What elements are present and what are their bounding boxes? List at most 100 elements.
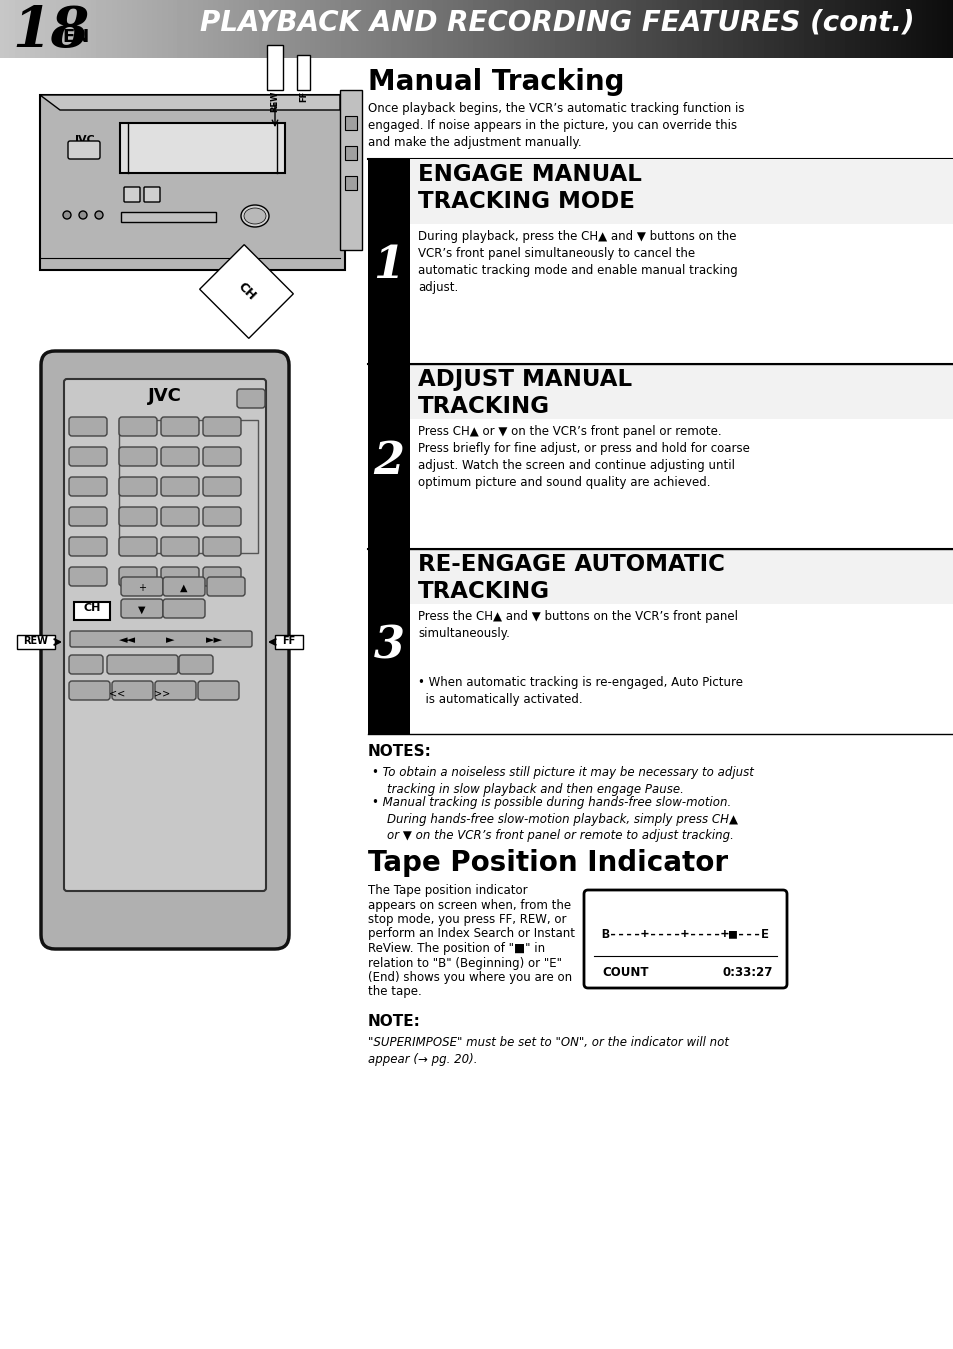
FancyBboxPatch shape [40,94,345,270]
Text: 0:33:27: 0:33:27 [721,966,772,979]
Text: RE-ENGAGE AUTOMATIC
TRACKING: RE-ENGAGE AUTOMATIC TRACKING [417,553,724,603]
Text: NOTE:: NOTE: [368,1014,420,1029]
Ellipse shape [79,210,87,219]
Text: Press the CH▲ and ▼ buttons on the VCR’s front panel
simultaneously.: Press the CH▲ and ▼ buttons on the VCR’s… [417,610,738,639]
FancyBboxPatch shape [121,577,163,596]
Text: ►►: ►► [205,635,222,645]
FancyBboxPatch shape [119,537,157,556]
Text: ►: ► [166,635,174,645]
Text: JVC: JVC [148,387,182,405]
Bar [345,116,356,130]
FancyBboxPatch shape [236,389,265,407]
Text: Press CH▲ or ▼ on the VCR’s front panel or remote.
Press briefly for fine adjust: Press CH▲ or ▼ on the VCR’s front panel … [417,425,749,488]
FancyBboxPatch shape [68,142,100,159]
Bar [17,635,55,649]
Bar [368,159,410,364]
FancyBboxPatch shape [161,447,199,465]
FancyBboxPatch shape [64,379,266,890]
FancyBboxPatch shape [124,188,140,202]
FancyBboxPatch shape [69,507,107,526]
Text: (End) shows you where you are on: (End) shows you where you are on [368,971,572,983]
FancyBboxPatch shape [203,478,241,496]
Text: ENGAGE MANUAL
TRACKING MODE: ENGAGE MANUAL TRACKING MODE [417,163,641,213]
Text: ▼: ▼ [138,604,146,615]
Text: FF: FF [299,90,308,103]
Text: 3: 3 [374,625,404,668]
FancyBboxPatch shape [69,681,110,700]
Polygon shape [40,94,339,111]
Text: relation to "B" (Beginning) or "E": relation to "B" (Beginning) or "E" [368,956,561,970]
Bar [368,364,410,549]
Ellipse shape [241,205,269,227]
Text: • When automatic tracking is re-engaged, Auto Picture
  is automatically activat: • When automatic tracking is re-engaged,… [417,676,742,706]
FancyBboxPatch shape [119,507,157,526]
FancyBboxPatch shape [203,447,241,465]
Bar [119,420,257,553]
Text: Manual Tracking: Manual Tracking [368,67,624,96]
Text: PLAYBACK AND RECORDING FEATURES (cont.): PLAYBACK AND RECORDING FEATURES (cont.) [200,8,914,36]
Text: ◄◄: ◄◄ [118,635,135,645]
Bar [267,45,283,90]
FancyBboxPatch shape [41,351,289,948]
FancyBboxPatch shape [69,567,107,585]
FancyBboxPatch shape [163,577,205,596]
Bar [339,90,361,250]
Text: During playback, press the CH▲ and ▼ buttons on the
VCR’s front panel simultaneo: During playback, press the CH▲ and ▼ but… [417,229,737,294]
Bar [410,364,953,420]
FancyBboxPatch shape [179,656,213,674]
Text: perform an Index Search or Instant: perform an Index Search or Instant [368,928,575,940]
FancyBboxPatch shape [144,188,160,202]
Bar [274,635,303,649]
Bar [345,175,356,190]
FancyBboxPatch shape [112,681,152,700]
Bar [296,55,310,90]
Text: >>: >> [153,689,170,699]
Text: Tape Position Indicator: Tape Position Indicator [368,849,727,877]
Ellipse shape [63,210,71,219]
Bar [121,212,215,223]
FancyBboxPatch shape [198,681,239,700]
FancyBboxPatch shape [107,656,178,674]
FancyBboxPatch shape [203,507,241,526]
Bar [410,549,953,604]
FancyBboxPatch shape [161,478,199,496]
FancyBboxPatch shape [69,656,103,674]
Text: JVC: JVC [75,135,95,144]
FancyBboxPatch shape [203,537,241,556]
Text: the tape.: the tape. [368,986,421,998]
Text: +: + [138,583,146,594]
Text: 18: 18 [12,4,90,59]
Text: ReView. The position of "■" in: ReView. The position of "■" in [368,942,544,955]
FancyBboxPatch shape [161,537,199,556]
Bar [345,146,356,161]
Text: COUNT: COUNT [601,966,648,979]
Text: <<: << [109,689,125,699]
FancyBboxPatch shape [69,417,107,436]
FancyBboxPatch shape [70,631,252,648]
FancyBboxPatch shape [583,890,786,987]
Bar [410,159,953,224]
FancyBboxPatch shape [203,417,241,436]
Text: CH: CH [234,281,257,304]
FancyBboxPatch shape [161,507,199,526]
Text: NOTES:: NOTES: [368,745,432,759]
Text: appears on screen when, from the: appears on screen when, from the [368,898,571,912]
Ellipse shape [244,208,266,224]
Text: ▲: ▲ [180,583,188,594]
Text: EN: EN [62,28,90,46]
FancyBboxPatch shape [121,599,163,618]
FancyBboxPatch shape [69,537,107,556]
FancyBboxPatch shape [163,599,205,618]
FancyBboxPatch shape [119,567,157,585]
Text: CH: CH [83,603,101,612]
Text: stop mode, you press FF, REW, or: stop mode, you press FF, REW, or [368,913,566,925]
Text: • To obtain a noiseless still picture it may be necessary to adjust
    tracking: • To obtain a noiseless still picture it… [372,766,753,796]
Bar [120,123,285,173]
Text: B----+----+----+■---E: B----+----+----+■---E [600,928,768,940]
Bar [368,549,410,734]
FancyBboxPatch shape [161,417,199,436]
FancyBboxPatch shape [119,478,157,496]
Text: Once playback begins, the VCR’s automatic tracking function is
engaged. If noise: Once playback begins, the VCR’s automati… [368,103,743,148]
FancyBboxPatch shape [154,681,195,700]
FancyBboxPatch shape [203,567,241,585]
